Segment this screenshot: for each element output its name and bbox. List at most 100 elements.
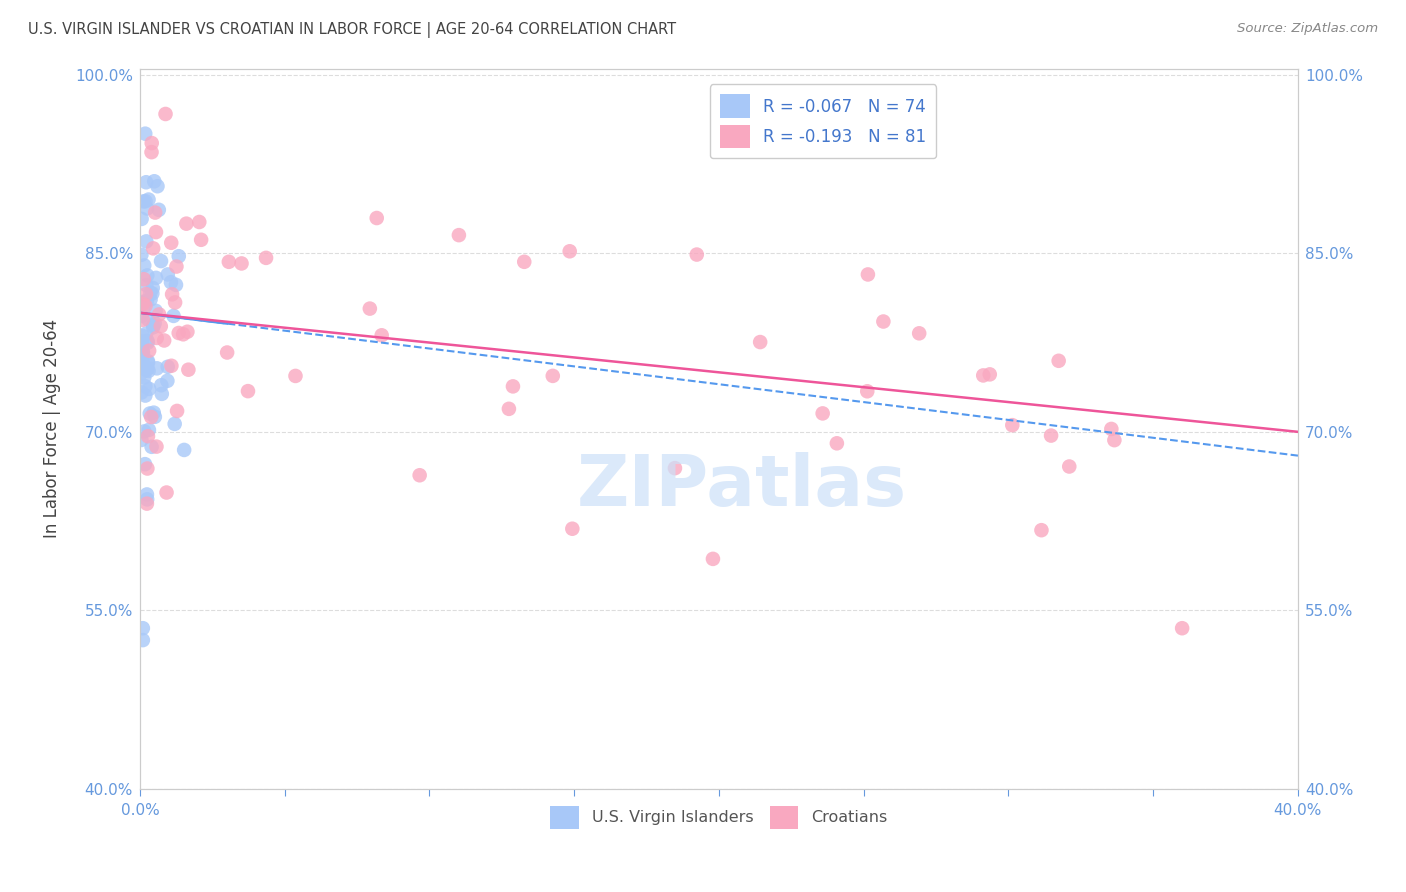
Point [134,370,156,384]
Point [131,353,153,368]
Point [1031,523,1053,537]
Point [138,193,160,207]
Point [134,388,156,402]
Point [447,228,470,243]
Point [132,272,155,286]
Point [135,487,157,501]
Point [664,461,686,475]
Point [1047,353,1070,368]
Point [131,329,153,343]
Point [132,297,155,311]
Point [131,309,153,323]
Point [136,429,159,443]
Point [135,287,157,301]
Point [702,552,724,566]
Point [150,387,173,401]
Point [143,174,166,188]
Point [132,621,155,635]
Point [156,268,179,282]
Point [558,244,581,259]
Point [155,485,177,500]
Point [156,359,179,374]
Point [141,286,163,301]
Y-axis label: In Labor Force | Age 20-64: In Labor Force | Age 20-64 [44,319,60,539]
Point [153,334,176,348]
Point [167,326,190,340]
Point [359,301,381,316]
Point [872,314,894,328]
Point [134,457,156,471]
Point [160,235,183,250]
Point [165,277,187,292]
Point [132,345,155,359]
Point [856,268,879,282]
Point [131,211,153,226]
Point [167,249,190,263]
Text: U.S. VIRGIN ISLANDER VS CROATIAN IN LABOR FORCE | AGE 20-64 CORRELATION CHART: U.S. VIRGIN ISLANDER VS CROATIAN IN LABO… [28,22,676,38]
Point [132,295,155,310]
Point [749,334,772,349]
Point [366,211,388,225]
Point [163,417,186,431]
Point [150,254,173,268]
Point [136,492,159,507]
Point [134,127,156,141]
Point [177,362,200,376]
Point [141,440,163,454]
Point [135,497,157,511]
Point [541,368,564,383]
Point [498,401,520,416]
Point [143,316,166,330]
Point [141,136,163,150]
Point [131,366,153,380]
Point [138,423,160,437]
Point [561,522,583,536]
Point [160,359,183,373]
Point [136,293,159,308]
Point [856,384,879,399]
Point [143,409,166,424]
Point [136,461,159,475]
Point [132,294,155,309]
Point [141,409,163,424]
Point [146,179,169,194]
Point [1001,418,1024,433]
Point [1099,422,1122,436]
Point [139,285,162,300]
Point [284,368,307,383]
Point [148,202,170,217]
Point [143,205,166,219]
Point [190,233,212,247]
Point [131,334,153,349]
Point [686,247,709,261]
Point [150,378,173,392]
Point [145,225,167,239]
Point [1059,459,1081,474]
Point [136,354,159,368]
Point [135,278,157,293]
Point [148,307,170,321]
Point [131,336,153,351]
Point [138,312,160,326]
Point [131,346,153,360]
Point [972,368,994,383]
Point [513,255,536,269]
Point [132,298,155,312]
Point [162,309,184,323]
Point [408,468,430,483]
Point [160,287,183,301]
Point [139,293,162,307]
Point [1171,621,1194,635]
Point [136,202,159,216]
Point [1104,433,1126,447]
Point [173,442,195,457]
Point [132,312,155,326]
Point [166,404,188,418]
Point [139,407,162,421]
Point [136,334,159,348]
Text: Source: ZipAtlas.com: Source: ZipAtlas.com [1237,22,1378,36]
Point [131,248,153,262]
Point [135,326,157,341]
Point [160,275,183,289]
Point [231,256,253,270]
